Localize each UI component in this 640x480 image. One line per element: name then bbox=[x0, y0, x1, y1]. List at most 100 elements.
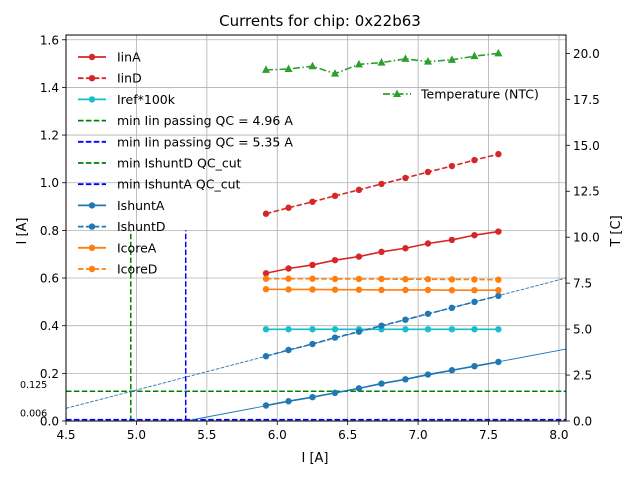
data-point bbox=[285, 286, 292, 293]
series-iina bbox=[262, 228, 502, 277]
data-point bbox=[309, 261, 316, 269]
data-point bbox=[378, 248, 385, 256]
data-point bbox=[309, 286, 316, 293]
data-point bbox=[495, 326, 502, 333]
data-point bbox=[494, 48, 503, 57]
data-point bbox=[495, 358, 502, 366]
legend-marker bbox=[88, 75, 96, 82]
legend-label: IinA bbox=[117, 50, 141, 65]
legend-item-min-iin-passing-qc-4-96-a: min Iin passing QC = 4.96 A bbox=[78, 113, 293, 128]
data-point bbox=[355, 328, 363, 335]
data-point bbox=[402, 316, 409, 323]
legend-item-icorea: IcoreA bbox=[78, 240, 157, 255]
series-iind bbox=[262, 150, 502, 217]
series-ishunta bbox=[262, 358, 502, 409]
y2-tick-label: 2.5 bbox=[573, 369, 592, 383]
data-point bbox=[331, 275, 339, 283]
annotation-0-006: 0.006 bbox=[20, 409, 47, 420]
data-point bbox=[495, 292, 502, 300]
data-point bbox=[309, 340, 316, 348]
data-point bbox=[285, 346, 292, 354]
legend-item-min-ishunta-qc-cut: min IshuntA QC_cut bbox=[78, 177, 241, 192]
data-point bbox=[470, 51, 479, 60]
legend-label: IcoreD bbox=[117, 262, 157, 277]
y2-tick-label: 7.5 bbox=[573, 277, 592, 291]
data-point bbox=[285, 326, 292, 333]
x-tick-label: 7.5 bbox=[479, 428, 498, 442]
annotations: 0.125 0.006 bbox=[20, 380, 47, 419]
data-point bbox=[308, 61, 317, 70]
data-point bbox=[423, 57, 432, 65]
data-point bbox=[331, 256, 339, 264]
legend-marker bbox=[88, 53, 96, 61]
data-point bbox=[448, 367, 456, 374]
legend-item-ishunta: IshuntA bbox=[78, 198, 165, 213]
data-point bbox=[309, 275, 316, 282]
y2-tick-label: 12.5 bbox=[573, 185, 600, 199]
legend-label: IshuntD bbox=[117, 219, 166, 234]
data-point bbox=[402, 326, 409, 333]
legend-label: IshuntA bbox=[117, 198, 165, 213]
legend-item-ishuntd: IshuntD bbox=[78, 219, 166, 234]
data-point bbox=[401, 54, 410, 62]
data-point bbox=[355, 275, 363, 283]
legend-label: IinD bbox=[117, 71, 142, 86]
y2-tick-label: 0.0 bbox=[573, 415, 592, 429]
data-point bbox=[448, 276, 456, 283]
legend-marker bbox=[88, 244, 96, 251]
data-point bbox=[448, 162, 456, 170]
data-point bbox=[448, 304, 456, 312]
data-point bbox=[378, 380, 385, 387]
data-point bbox=[309, 326, 316, 333]
data-point bbox=[495, 150, 502, 158]
data-point bbox=[471, 231, 478, 239]
data-point bbox=[354, 59, 363, 68]
data-point bbox=[355, 385, 363, 392]
data-point bbox=[285, 398, 292, 405]
series-ishuntd bbox=[262, 292, 502, 360]
data-point bbox=[495, 286, 502, 294]
x-tick-label: 6.5 bbox=[338, 428, 357, 442]
y-tick-label: 0.0 bbox=[40, 415, 59, 429]
data-point bbox=[378, 286, 385, 294]
data-point bbox=[355, 286, 363, 293]
axis-ticks: 4.5 5.0 5.5 6.0 6.5 7.0 7.5 8.0 0.0 0.2 0.4 0.6 0.8 1… bbox=[40, 33, 600, 442]
data-point bbox=[285, 275, 292, 282]
legend-marker bbox=[88, 96, 96, 103]
qc-lines bbox=[66, 230, 566, 421]
x-axis-label: I [A] bbox=[301, 451, 328, 466]
data-point bbox=[331, 389, 339, 397]
data-point bbox=[331, 326, 339, 333]
data-point bbox=[402, 245, 409, 252]
x-tick-label: 4.5 bbox=[56, 428, 75, 442]
legend-marker bbox=[88, 265, 96, 273]
data-point bbox=[424, 240, 432, 247]
x-tick-label: 7.0 bbox=[409, 428, 428, 442]
data-point bbox=[355, 253, 363, 260]
data-point bbox=[262, 210, 270, 217]
data-point bbox=[402, 376, 409, 383]
data-point bbox=[262, 286, 270, 293]
data-point bbox=[471, 362, 478, 370]
y2-tick-label: 15.0 bbox=[573, 139, 600, 153]
data-point bbox=[331, 334, 339, 341]
x-tick-label: 8.0 bbox=[549, 428, 568, 442]
data-point bbox=[355, 186, 363, 194]
data-point bbox=[495, 276, 502, 283]
y-tick-label: 0.2 bbox=[40, 367, 59, 381]
legend-label: Temperature (NTC) bbox=[420, 87, 539, 102]
data-point bbox=[331, 286, 339, 293]
y2-tick-label: 20.0 bbox=[573, 47, 600, 61]
legend-label: min IshuntA QC_cut bbox=[117, 177, 241, 192]
data-point bbox=[262, 65, 270, 73]
series-lines bbox=[262, 48, 503, 409]
legend-label: min Iin passing QC = 4.96 A bbox=[117, 113, 293, 128]
legend-item-temperature-ntc: Temperature (NTC) bbox=[383, 87, 539, 102]
data-point bbox=[402, 286, 409, 294]
legend-item-min-ishuntd-qc-cut: min IshuntD QC_cut bbox=[78, 156, 242, 171]
data-point bbox=[495, 228, 502, 235]
data-point bbox=[424, 310, 432, 317]
y2-axis-label: T [C] bbox=[609, 215, 624, 247]
